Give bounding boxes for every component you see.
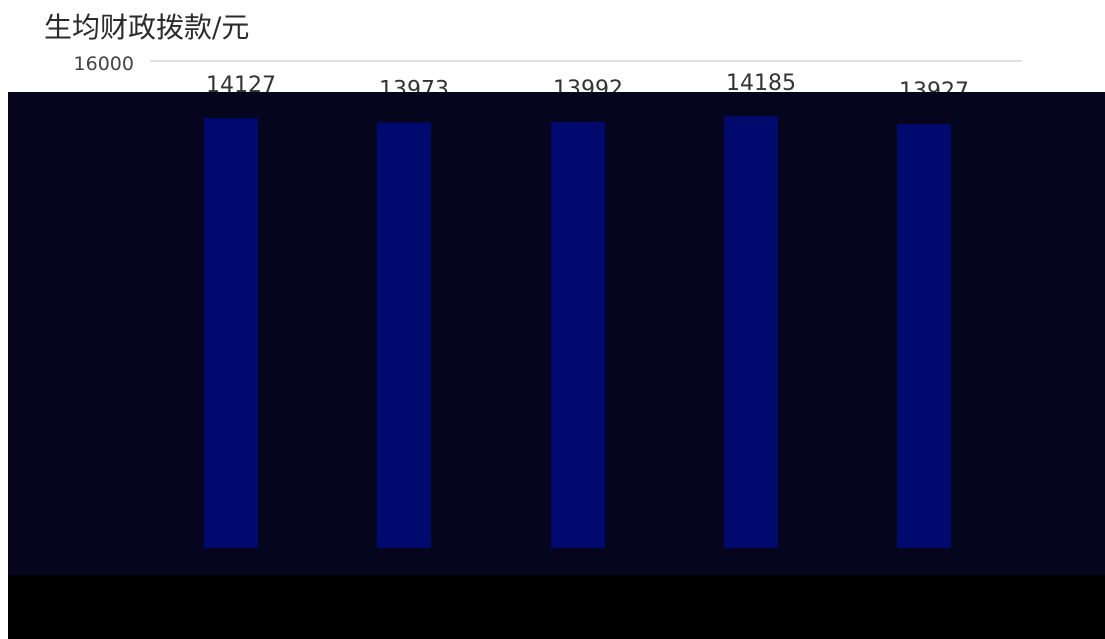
category-axis-band: [8, 575, 1105, 639]
chart-title: 生均财政拨款/元: [44, 11, 250, 44]
bar: [204, 118, 258, 548]
bars: [204, 116, 951, 549]
data-labels: 14127 13973 13992 14185 13927: [8, 71, 1105, 116]
y-tick-label: 16000: [74, 53, 134, 75]
plot-band-edge: [8, 92, 1105, 116]
y-axis-ticks: 16000: [74, 53, 134, 75]
bar: [551, 122, 605, 548]
bar: [724, 116, 778, 548]
bar: [377, 122, 431, 549]
bar: [897, 124, 951, 548]
